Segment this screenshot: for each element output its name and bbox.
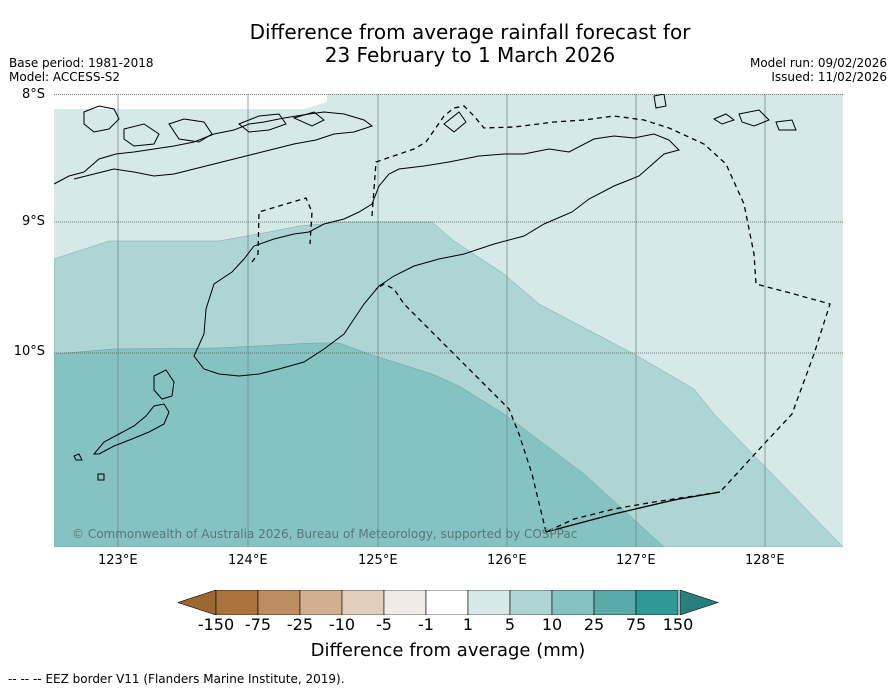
colorbar-box bbox=[593, 590, 637, 615]
region-10-to-25 bbox=[54, 342, 665, 547]
lat-label-10s: 10°S bbox=[13, 344, 45, 359]
model-name: Model: ACCESS-S2 bbox=[9, 70, 121, 84]
colorbar-tick-label: 25 bbox=[583, 615, 605, 634]
colorbar bbox=[178, 590, 719, 615]
eez-legend: -- -- -- EEZ border V11 (Flanders Marine… bbox=[8, 672, 345, 686]
model-run: Model run: 09/02/2026 bbox=[749, 56, 887, 70]
graticule bbox=[117, 94, 766, 547]
colorbar-box bbox=[257, 590, 301, 615]
colorbar-tick-label: -150 bbox=[197, 615, 235, 634]
colorbar-tick-label: -5 bbox=[376, 615, 392, 634]
colorbar-tick-label: -1 bbox=[418, 615, 434, 634]
lon-label-125e: 125°E bbox=[358, 553, 398, 568]
eez-border-west bbox=[251, 197, 313, 263]
colorbar-tick-label: -75 bbox=[244, 615, 272, 634]
no-data-area bbox=[54, 94, 327, 109]
colorbar-tick-label: 5 bbox=[504, 615, 516, 634]
chart-title-line-1: Difference from average rainfall forecas… bbox=[249, 20, 691, 44]
lon-label-124e: 124°E bbox=[228, 553, 268, 568]
colorbar-tick-label: 150 bbox=[662, 615, 694, 634]
colorbar-box bbox=[341, 590, 385, 615]
lat-label-9s: 9°S bbox=[21, 214, 45, 229]
colorbar-box bbox=[299, 590, 343, 615]
colorbar-label: Difference from average (mm) bbox=[310, 640, 586, 661]
issued-date: Issued: 11/02/2026 bbox=[771, 70, 887, 84]
colorbar-box bbox=[383, 590, 427, 615]
colorbar-box bbox=[509, 590, 553, 615]
colorbar-box bbox=[635, 590, 679, 615]
lon-label-123e: 123°E bbox=[98, 553, 138, 568]
colorbar-under-arrow bbox=[178, 590, 217, 615]
latitude-lines bbox=[54, 94, 843, 354]
colorbar-tick-label: 10 bbox=[541, 615, 563, 634]
eez-border-timor bbox=[375, 283, 547, 533]
colorbar-tick-label: 1 bbox=[462, 615, 474, 634]
colorbar-box bbox=[425, 590, 469, 615]
eez-legend-symbol: -- -- -- bbox=[8, 672, 42, 686]
colorbar-tick-label: -25 bbox=[286, 615, 314, 634]
coastlines bbox=[54, 94, 797, 481]
colorbar-box bbox=[215, 590, 259, 615]
rainfall-anomaly-map: © Commonwealth of Australia 2026, Bureau… bbox=[54, 94, 843, 547]
lon-label-127e: 127°E bbox=[616, 553, 656, 568]
lat-label-8s: 8°S bbox=[21, 87, 45, 102]
eez-border-solid bbox=[545, 491, 721, 533]
colorbar-tick-label: 75 bbox=[625, 615, 647, 634]
chart-title-line-2: 23 February to 1 March 2026 bbox=[324, 43, 616, 67]
eez-legend-text: EEZ border V11 (Flanders Marine Institut… bbox=[45, 672, 345, 686]
base-period: Base period: 1981-2018 bbox=[9, 56, 154, 70]
lon-label-128e: 128°E bbox=[745, 553, 785, 568]
colorbar-boxes bbox=[215, 590, 679, 615]
colorbar-box bbox=[467, 590, 511, 615]
colorbar-box bbox=[551, 590, 595, 615]
lon-label-126e: 126°E bbox=[487, 553, 527, 568]
copyright-notice: © Commonwealth of Australia 2026, Bureau… bbox=[72, 527, 577, 541]
colorbar-tick-label: -10 bbox=[328, 615, 356, 634]
eez-border-east bbox=[371, 105, 831, 533]
colorbar-over-arrow bbox=[679, 590, 719, 615]
